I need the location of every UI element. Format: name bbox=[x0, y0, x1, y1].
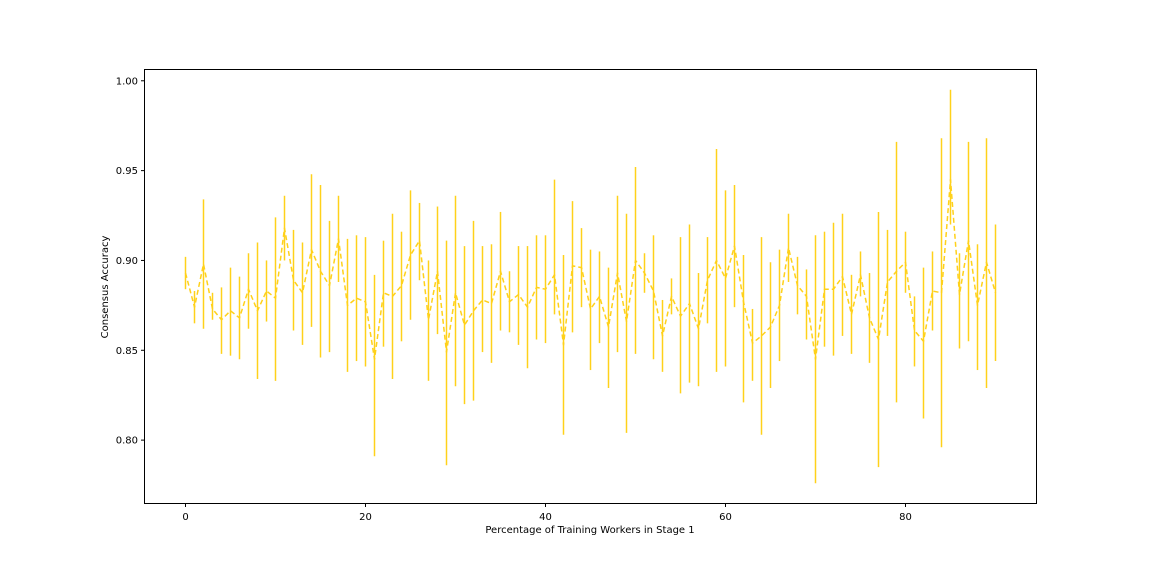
x-tick-label: 40 bbox=[539, 512, 552, 523]
x-tick-label: 0 bbox=[182, 512, 188, 523]
x-axis-label: Percentage of Training Workers in Stage … bbox=[485, 525, 694, 536]
y-axis-label: Consensus Accuracy bbox=[100, 236, 111, 339]
y-axis: 0.80 0.85 0.90 0.95 1.00 bbox=[116, 76, 145, 447]
y-tick-label: 0.80 bbox=[116, 436, 138, 447]
plot-area bbox=[184, 89, 997, 484]
x-tick-label: 60 bbox=[719, 512, 732, 523]
series-line bbox=[184, 178, 997, 361]
x-tick-label: 20 bbox=[359, 512, 372, 523]
x-axis: 0 20 40 60 80 bbox=[182, 503, 912, 523]
axes-frame bbox=[144, 69, 1037, 504]
x-tick-label: 80 bbox=[899, 512, 912, 523]
y-tick-label: 0.95 bbox=[116, 166, 138, 177]
y-tick-label: 1.00 bbox=[116, 76, 138, 87]
y-tick-label: 0.90 bbox=[116, 256, 138, 267]
y-tick-label: 0.85 bbox=[116, 346, 138, 357]
